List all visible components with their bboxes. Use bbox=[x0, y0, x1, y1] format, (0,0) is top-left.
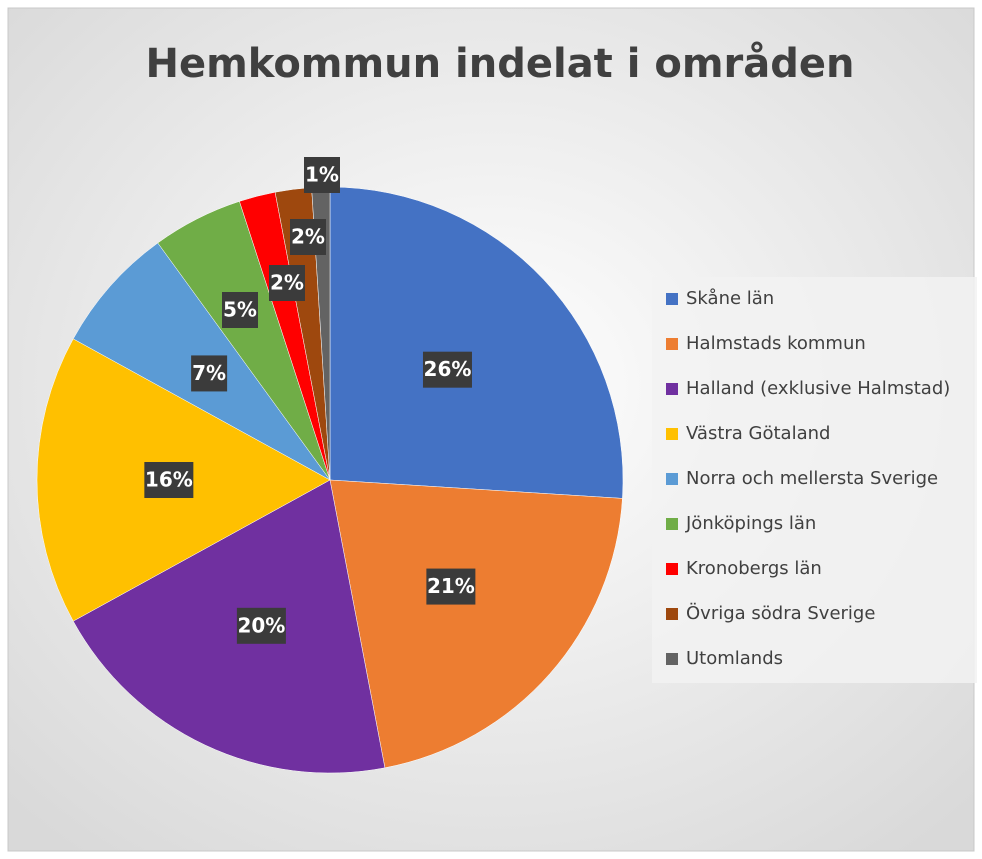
legend-label: Halmstads kommun bbox=[686, 333, 866, 354]
data-label: 26% bbox=[424, 357, 472, 381]
legend-label: Västra Götaland bbox=[686, 423, 830, 444]
legend-swatch bbox=[666, 293, 678, 305]
data-label: 2% bbox=[270, 271, 304, 295]
data-label: 16% bbox=[145, 468, 193, 492]
data-label-box bbox=[426, 568, 476, 605]
data-label-box bbox=[269, 265, 305, 301]
legend-swatch bbox=[666, 428, 678, 440]
legend-label: Halland (exklusive Halmstad) bbox=[686, 378, 950, 399]
data-label-box bbox=[191, 355, 228, 392]
legend-swatch bbox=[666, 473, 678, 485]
legend-box bbox=[652, 277, 977, 683]
legend-swatch bbox=[666, 608, 678, 620]
legend-swatch bbox=[666, 563, 678, 575]
legend-label: Skåne län bbox=[686, 288, 774, 309]
data-label: 5% bbox=[223, 298, 257, 322]
legend-label: Jönköpings län bbox=[685, 513, 816, 534]
legend-swatch bbox=[666, 338, 678, 350]
legend-swatch bbox=[666, 383, 678, 395]
data-label-box bbox=[422, 351, 472, 388]
legend-swatch bbox=[666, 653, 678, 665]
chart-title: Hemkommun indelat i områden bbox=[146, 40, 855, 87]
pie-slice bbox=[329, 186, 624, 499]
data-label-box bbox=[290, 219, 326, 255]
data-label-box bbox=[144, 462, 194, 498]
data-label-box bbox=[222, 292, 258, 328]
data-label-box bbox=[304, 157, 340, 193]
pie-slice bbox=[72, 479, 386, 774]
data-label-box bbox=[236, 607, 286, 644]
data-label: 20% bbox=[237, 613, 285, 637]
legend-label: Övriga södra Sverige bbox=[686, 602, 875, 624]
data-label: 1% bbox=[305, 163, 339, 187]
legend-label: Utomlands bbox=[686, 648, 783, 669]
legend-label: Kronobergs län bbox=[686, 558, 822, 579]
data-label: 7% bbox=[192, 361, 226, 385]
legend-swatch bbox=[666, 518, 678, 530]
data-label: 2% bbox=[291, 225, 325, 249]
pie-slice bbox=[329, 479, 623, 769]
legend-label: Norra och mellersta Sverige bbox=[686, 468, 938, 489]
data-label: 21% bbox=[427, 574, 475, 598]
